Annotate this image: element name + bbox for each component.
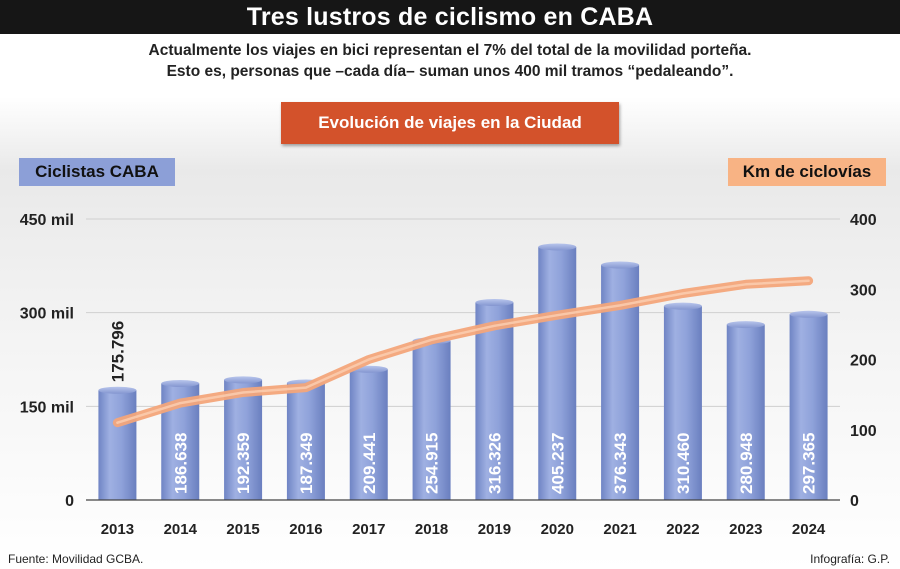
- bar-ciclistas-2016: [286, 383, 325, 500]
- bar-value-label: 175.796: [108, 321, 127, 382]
- bar-ciclistas-2015: [224, 379, 263, 500]
- bar-value-label: 280.948: [737, 433, 756, 494]
- x-tick-label: 2014: [164, 521, 198, 538]
- source-note: Fuente: Movilidad GCBA.: [8, 552, 144, 566]
- axes: 0 150 mil 300 mil 450 mil 0 100 200 300 400 2013 2…: [20, 212, 877, 538]
- y-right-tick-label: 0: [850, 493, 859, 510]
- bar-cap: [726, 321, 765, 329]
- bar-ciclistas-2024: [789, 314, 828, 500]
- bar-cap: [789, 310, 828, 318]
- bar-value-label: 254.915: [423, 433, 442, 494]
- legend-km-ciclovias: Km de ciclovías: [728, 158, 886, 186]
- bar-ciclistas-2017: [349, 369, 388, 500]
- km-ciclovias-line-highlight: [116, 279, 810, 424]
- x-tick-label: 2015: [226, 521, 259, 538]
- section-label: Evolución de viajes en la Ciudad: [281, 102, 619, 144]
- page-title: Tres lustros de ciclismo en CABA: [0, 0, 900, 34]
- credit-note: Infografía: G.P.: [810, 552, 890, 566]
- x-tick-label: 2017: [352, 521, 385, 538]
- x-tick-label: 2021: [603, 521, 636, 538]
- x-tick-label: 2013: [101, 521, 134, 538]
- x-tick-label: 2022: [666, 521, 699, 538]
- bar-cap: [224, 376, 263, 384]
- y-left-tick-label: 0: [65, 493, 74, 510]
- y-right-tick-label: 100: [850, 423, 877, 440]
- x-tick-label: 2023: [729, 521, 762, 538]
- bar-value-label: 209.441: [360, 433, 379, 494]
- bar-ciclistas-2013: [98, 390, 137, 500]
- bar-value-label: 310.460: [674, 433, 693, 494]
- y-left-tick-label: 450 mil: [20, 212, 74, 229]
- bar-value-label: 316.326: [485, 433, 504, 494]
- bar-ciclistas-2019: [475, 302, 514, 500]
- x-tick-label: 2016: [289, 521, 322, 538]
- legend-ciclistas: Ciclistas CABA: [19, 158, 175, 186]
- bar-cap: [538, 243, 577, 251]
- subtitle-line-1: Actualmente los viajes en bici represent…: [148, 42, 752, 59]
- km-line: [112, 276, 814, 428]
- bar-cap: [475, 298, 514, 306]
- bar-value-label: 187.349: [297, 433, 316, 494]
- bar-cap: [98, 386, 137, 394]
- bar-ciclistas-2022: [663, 306, 702, 500]
- bar-ciclistas-2023: [726, 324, 765, 500]
- subtitle-line-2: Esto es, personas que –cada día– suman u…: [166, 63, 734, 80]
- bar-cap: [601, 261, 640, 269]
- bar-value-label: 192.359: [234, 433, 253, 494]
- x-tick-label: 2020: [541, 521, 574, 538]
- subtitle: Actualmente los viajes en bici represent…: [0, 40, 900, 82]
- bar-cap: [161, 379, 200, 387]
- x-tick-label: 2018: [415, 521, 448, 538]
- bar-ciclistas-2018: [412, 340, 451, 500]
- bars: [98, 243, 828, 500]
- x-tick-label: 2024: [792, 521, 826, 538]
- km-ciclovias-line: [112, 276, 814, 428]
- y-right-tick-label: 400: [850, 212, 877, 229]
- y-right-tick-label: 300: [850, 282, 877, 299]
- bar-value-label: 297.365: [800, 433, 819, 494]
- y-left-tick-label: 150 mil: [20, 399, 74, 416]
- grid: [86, 218, 840, 407]
- bar-value-label: 376.343: [611, 433, 630, 494]
- bar-value-label: 186.638: [171, 433, 190, 494]
- y-right-tick-label: 200: [850, 353, 877, 370]
- bar-value-label: 405.237: [548, 433, 567, 494]
- bar-cap: [663, 302, 702, 310]
- bar-ciclistas-2020: [538, 246, 577, 500]
- y-left-tick-label: 300 mil: [20, 306, 74, 323]
- x-tick-label: 2019: [478, 521, 511, 538]
- bar-value-labels: 175.796 186.638 192.359 187.349 209.441 254.9…: [108, 321, 818, 494]
